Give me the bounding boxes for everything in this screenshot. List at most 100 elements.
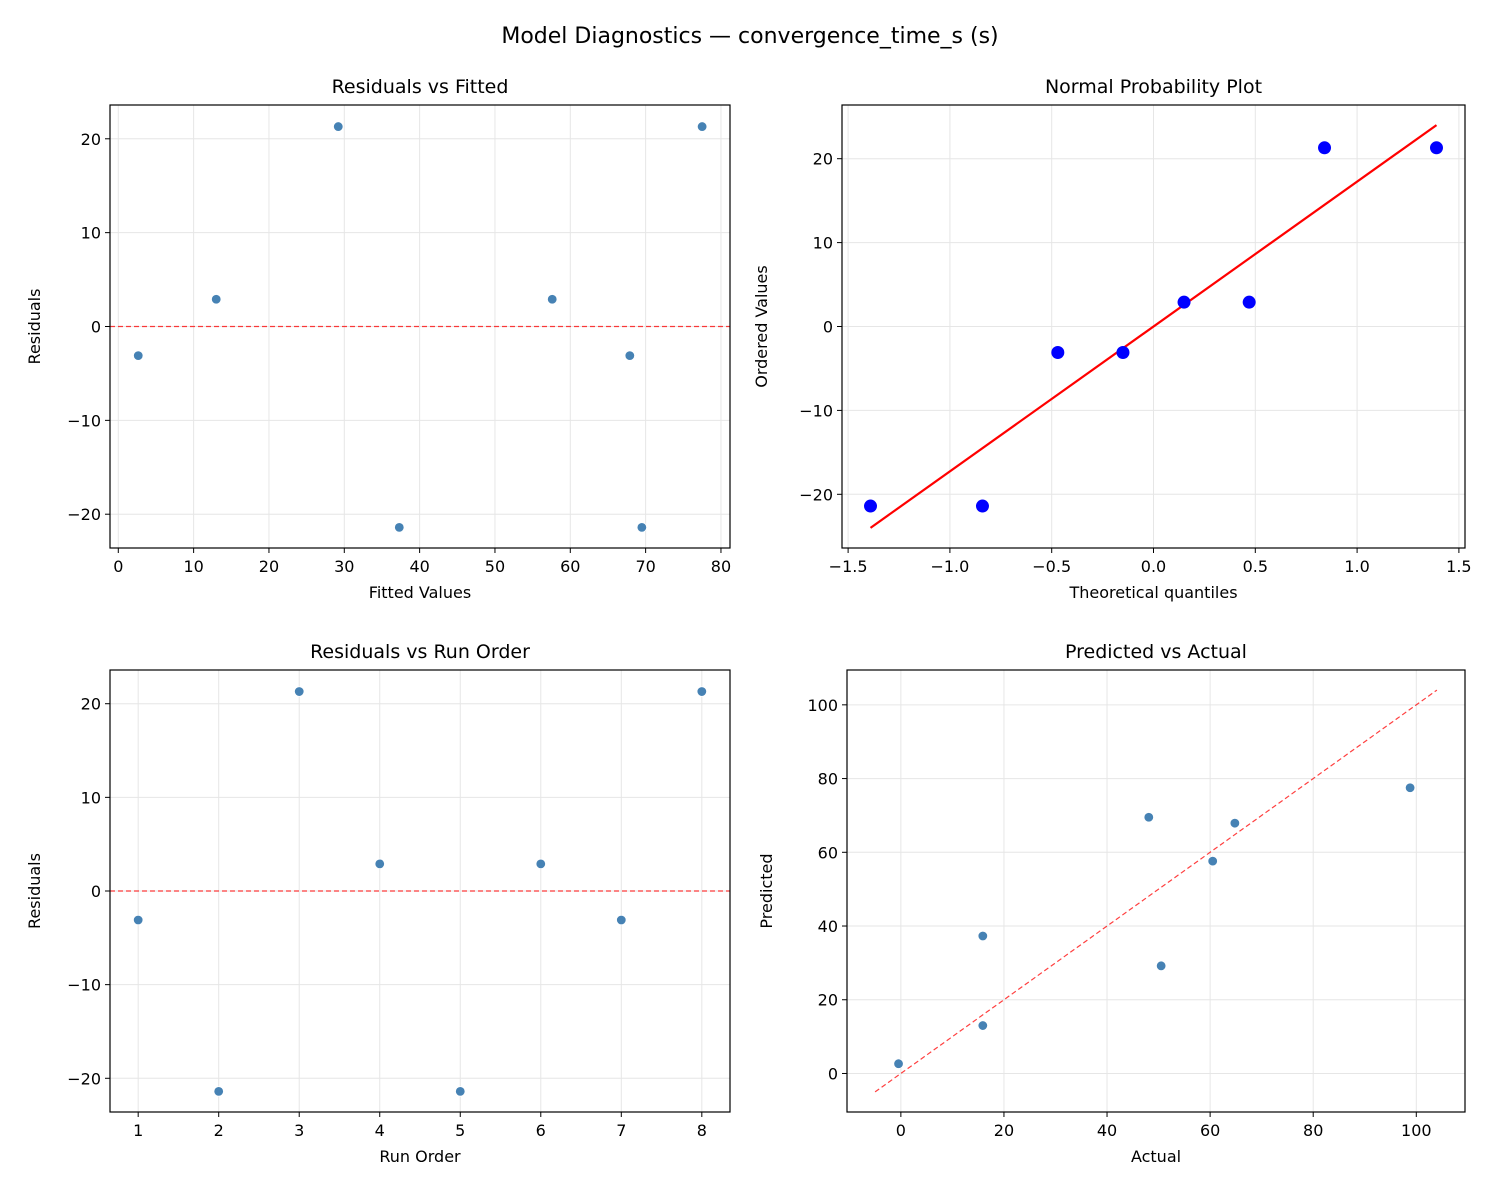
qq-point xyxy=(1318,141,1332,155)
y-tick-label: 10 xyxy=(81,224,101,243)
data-point xyxy=(696,686,708,697)
qq-fit-line xyxy=(869,124,1438,529)
y-tick-label: 60 xyxy=(818,843,838,862)
qq-point xyxy=(1177,295,1191,309)
y-axis-label: Residuals xyxy=(25,289,44,365)
x-axis-label: Actual xyxy=(1131,1147,1181,1166)
x-tick-label: 30 xyxy=(334,557,354,576)
y-axis-label: Predicted xyxy=(757,853,776,928)
axes-frame xyxy=(841,104,1466,549)
data-point xyxy=(624,350,636,361)
data-point xyxy=(636,522,648,533)
y-tick-label: −10 xyxy=(67,411,101,430)
x-tick-label: −1.0 xyxy=(930,557,969,576)
panel-residuals-vs-fitted: 0 10 20 30 40 50 60 70 80 −20 −10 0 10 20 Residuals vs… xyxy=(25,76,731,602)
data-point xyxy=(616,914,627,926)
x-tick-label: 20 xyxy=(994,1121,1014,1140)
data-point xyxy=(333,121,344,132)
panel-title: Normal Probability Plot xyxy=(1045,76,1262,98)
x-tick-label: 2 xyxy=(214,1121,224,1140)
x-tick-label: 100 xyxy=(1401,1121,1432,1140)
data-point xyxy=(535,858,546,870)
data-point xyxy=(1155,960,1167,972)
panel-title: Predicted vs Actual xyxy=(1065,641,1247,663)
y-tick-label: 80 xyxy=(818,770,838,789)
x-axis-label: Run Order xyxy=(379,1147,461,1166)
data-point xyxy=(893,1058,904,1069)
y-tick-label: 100 xyxy=(807,696,838,715)
qq-point xyxy=(1116,346,1130,360)
y-axis-label: Residuals xyxy=(25,853,44,929)
y-tick-label: −20 xyxy=(67,1069,101,1088)
y-tick-label: −20 xyxy=(67,505,101,524)
y-tick-label: 0 xyxy=(823,318,833,337)
data-point xyxy=(394,522,405,533)
x-tick-label: 0 xyxy=(113,557,123,576)
x-tick-label: 80 xyxy=(711,557,731,576)
x-tick-label: 6 xyxy=(536,1121,546,1140)
data-point xyxy=(1404,782,1416,793)
y-tick-label: 10 xyxy=(813,234,833,253)
data-point xyxy=(211,294,222,305)
y-tick-label: 0 xyxy=(828,1064,838,1083)
panel-title: Residuals vs Fitted xyxy=(332,76,509,98)
x-tick-label: 60 xyxy=(560,557,580,576)
x-tick-label: −1.5 xyxy=(829,557,868,576)
data-point xyxy=(294,686,305,697)
x-tick-label: 0.5 xyxy=(1243,557,1268,576)
x-tick-label: 40 xyxy=(1097,1121,1117,1140)
qq-point xyxy=(1051,346,1065,360)
x-tick-label: 0 xyxy=(896,1121,906,1140)
panel-normal-probability-plot: −1.5 −1.0 −0.5 0.0 0.5 1.0 1.5 −20 −10 0 10 20 Norma… xyxy=(752,76,1472,602)
data-point xyxy=(455,1086,466,1097)
x-tick-label: 0.0 xyxy=(1141,557,1166,576)
axes-frame xyxy=(109,669,731,1113)
x-tick-label: 7 xyxy=(616,1121,626,1140)
data-point xyxy=(374,858,385,870)
x-tick-label: 1 xyxy=(133,1121,143,1140)
x-tick-label: −0.5 xyxy=(1032,557,1071,576)
axes-frame xyxy=(846,669,1466,1113)
panel-residuals-vs-run-order: 1 2 3 4 5 6 7 8 −20 −10 0 10 20 Residuals vs Run Orde… xyxy=(25,641,731,1166)
y-tick-label: −10 xyxy=(67,976,101,995)
data-point xyxy=(696,121,708,132)
panel-title: Residuals vs Run Order xyxy=(310,641,530,663)
y-tick-label: 20 xyxy=(81,695,101,714)
data-point xyxy=(977,1020,989,1031)
x-tick-label: 50 xyxy=(485,557,505,576)
y-axis-label: Ordered Values xyxy=(752,265,771,387)
x-tick-label: 4 xyxy=(375,1121,385,1140)
x-tick-label: 80 xyxy=(1303,1121,1323,1140)
y-tick-label: 40 xyxy=(818,917,838,936)
y-tick-label: −10 xyxy=(799,401,833,420)
x-tick-label: 5 xyxy=(455,1121,465,1140)
y-tick-label: 20 xyxy=(818,991,838,1010)
y-tick-label: 0 xyxy=(91,318,101,337)
figure-title: Model Diagnostics — convergence_time_s (… xyxy=(501,24,998,49)
identity-reference-line xyxy=(874,689,1438,1093)
data-point xyxy=(213,1086,224,1097)
axes-frame xyxy=(109,104,731,549)
qq-point xyxy=(1242,295,1256,309)
data-point xyxy=(1207,855,1218,867)
data-point xyxy=(132,914,144,926)
x-tick-label: 10 xyxy=(183,557,203,576)
y-tick-label: 10 xyxy=(81,788,101,807)
x-axis-label: Theoretical quantiles xyxy=(1068,583,1237,602)
y-tick-label: 20 xyxy=(81,130,101,149)
panel-predicted-vs-actual: 0 20 40 60 80 100 0 20 40 60 80 100 Predicted vs Act… xyxy=(757,641,1466,1166)
data-point xyxy=(1229,817,1241,829)
x-tick-label: 20 xyxy=(259,557,279,576)
x-tick-label: 8 xyxy=(697,1121,707,1140)
x-tick-label: 60 xyxy=(1200,1121,1220,1140)
x-tick-label: 1.5 xyxy=(1446,557,1471,576)
x-tick-label: 1.0 xyxy=(1344,557,1369,576)
x-tick-label: 3 xyxy=(294,1121,304,1140)
y-tick-label: 20 xyxy=(813,150,833,169)
y-tick-label: 0 xyxy=(91,882,101,901)
data-point xyxy=(547,294,558,305)
data-point xyxy=(133,350,144,361)
x-axis-label: Fitted Values xyxy=(369,583,471,602)
y-tick-label: −20 xyxy=(799,485,833,504)
